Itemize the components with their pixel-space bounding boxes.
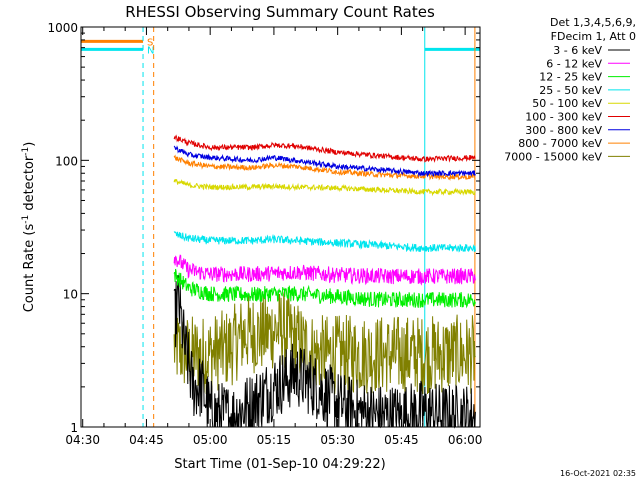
y-axis-label-sup-2: -1	[21, 147, 31, 156]
legend-header-2: FDecim 1, Att 0	[551, 30, 636, 43]
y-axis-label-part-3: )	[22, 142, 37, 147]
series-line-1	[173, 254, 476, 286]
axis-frame	[80, 26, 481, 428]
series-line-2	[173, 268, 476, 309]
state-bar-label-0: S	[147, 37, 153, 48]
legend-header-1: Det 1,3,4,5,6,9,	[550, 16, 636, 29]
y-tick-label-2: 100	[55, 154, 78, 168]
x-tick-label-1: 04:45	[129, 433, 164, 447]
y-tick-label-0: 1	[70, 421, 78, 435]
x-axis-label: Start Time (01-Sep-10 04:29:22)	[174, 457, 385, 472]
y-axis: 1 10 100 1000	[47, 21, 480, 435]
legend-entry-label-7: 800 - 7000 keV	[518, 137, 602, 150]
y-axis-label: Count Rate (s-1 detector-1)	[21, 142, 37, 313]
series-line-8	[173, 291, 476, 395]
y-axis-label-sup-1: -1	[21, 215, 31, 224]
legend-entry-label-0: 3 - 6 keV	[553, 44, 602, 57]
x-tick-label-3: 05:15	[257, 433, 292, 447]
x-tick-label-4: 05:30	[320, 433, 355, 447]
legend: Det 1,3,4,5,6,9, FDecim 1, Att 0 3 - 6 k…	[504, 16, 636, 163]
series-line-5	[173, 134, 476, 163]
legend-entry-label-1: 6 - 12 keV	[546, 57, 602, 70]
legend-entry-label-4: 50 - 100 keV	[532, 97, 602, 110]
x-tick-label-0: 04:30	[65, 433, 100, 447]
x-tick-label-6: 06:00	[448, 433, 483, 447]
y-tick-label-1: 10	[63, 288, 78, 302]
legend-entry-label-5: 100 - 300 keV	[525, 111, 602, 124]
y-axis-label-part-1: Count Rate (s	[22, 224, 37, 313]
legend-entry-label-6: 300 - 800 keV	[525, 124, 602, 137]
chart-title: RHESSI Observing Summary Count Rates	[125, 3, 435, 21]
legend-entry-label-3: 25 - 50 keV	[539, 84, 602, 97]
x-tick-label-5: 05:45	[384, 433, 419, 447]
y-tick-label-3: 1000	[47, 21, 78, 35]
series-line-7	[173, 154, 476, 181]
series-line-3	[173, 231, 476, 253]
series-line-6	[173, 145, 476, 178]
series-line-0	[173, 275, 476, 429]
footer-timestamp: 16-Oct-2021 02:35	[560, 469, 636, 478]
x-axis: 04:30 04:45 05:00 05:15 05:30 05:45 06:00	[65, 27, 482, 447]
legend-entry-label-8: 7000 - 15000 keV	[504, 150, 602, 163]
legend-entry-label-2: 12 - 25 keV	[539, 71, 602, 84]
state-bar-label-1: N	[147, 45, 154, 56]
plot-area: SN	[81, 27, 481, 429]
x-tick-label-2: 05:00	[193, 433, 228, 447]
series-line-4	[173, 179, 476, 197]
y-axis-label-part-2: detector	[22, 155, 37, 215]
